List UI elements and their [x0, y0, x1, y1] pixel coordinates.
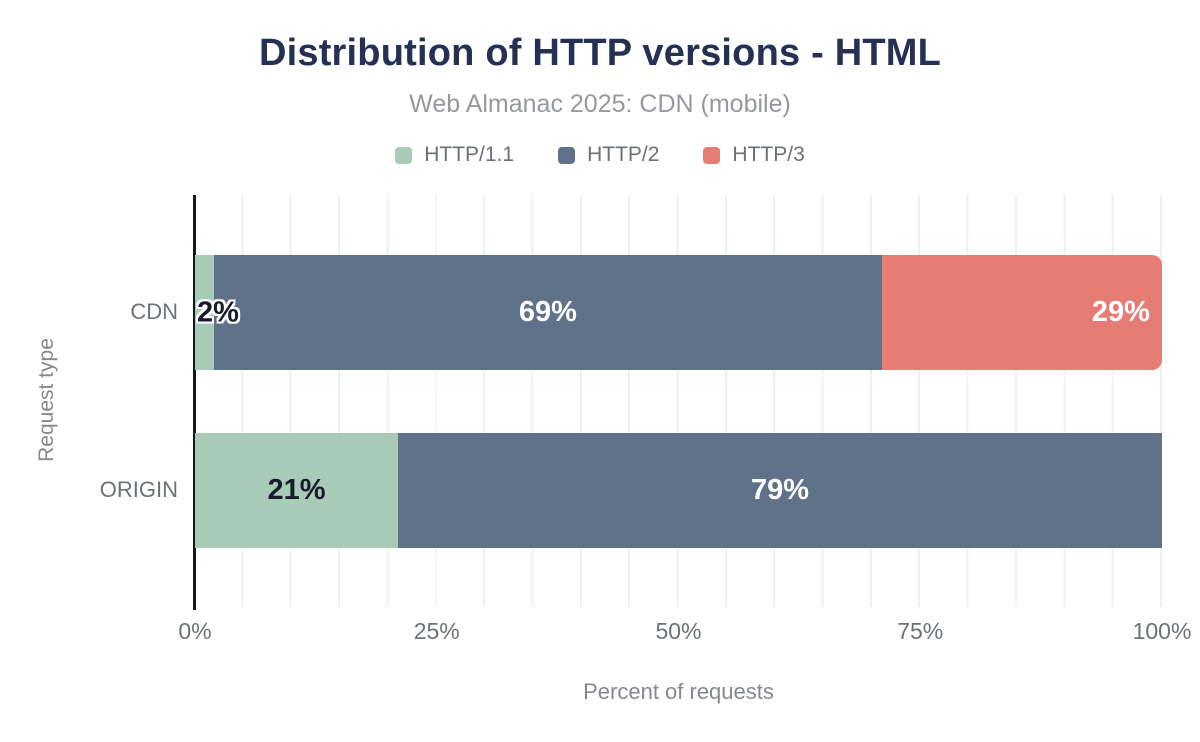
- legend-item-http-1.1[interactable]: HTTP/1.1: [395, 143, 514, 167]
- bar-value-label: 79%: [751, 474, 810, 506]
- bar-value-label: 21%: [267, 474, 326, 506]
- bar-value-label: 2%: [197, 296, 239, 328]
- legend: HTTP/1.1 HTTP/2 HTTP/3: [0, 141, 1200, 169]
- y-axis-category-labels: CDN ORIGIN: [0, 195, 178, 607]
- legend-label: HTTP/3: [732, 143, 805, 166]
- chart-title: Distribution of HTTP versions - HTML: [258, 32, 942, 74]
- bar-segment-cdn-http-1.1[interactable]: 2%: [195, 255, 239, 370]
- bar-cdn: 2% 69% 29%: [195, 255, 1162, 370]
- legend-item-http-2[interactable]: HTTP/2: [558, 143, 659, 167]
- bar-value-label: 29%: [1091, 296, 1150, 328]
- category-label-cdn: CDN: [130, 299, 178, 324]
- legend-label: HTTP/1.1: [424, 143, 515, 166]
- x-tick-label: 75%: [897, 618, 944, 644]
- x-tick-label: 50%: [655, 618, 702, 644]
- plot-area: 2% 69% 29% 21% 79%: [193, 195, 1162, 610]
- legend-swatch-icon: [558, 146, 576, 164]
- category-label-origin: ORIGIN: [99, 477, 178, 502]
- chart-subtitle: Web Almanac 2025: CDN (mobile): [409, 90, 791, 118]
- bar-segment-cdn-http-3[interactable]: 29%: [881, 255, 1162, 370]
- x-axis: 0% 25% 50% 75% 100%: [178, 618, 1191, 648]
- bar-origin: 21% 79%: [195, 433, 1162, 548]
- legend-label: HTTP/2: [587, 143, 660, 166]
- y-axis-line: [193, 195, 196, 610]
- legend-item-http-3[interactable]: HTTP/3: [703, 143, 805, 167]
- bar-segment-origin-http-1.1[interactable]: 21%: [195, 433, 399, 548]
- x-tick-label: 25%: [413, 618, 460, 644]
- bar-value-label: 69%: [518, 296, 577, 328]
- legend-swatch-icon: [703, 146, 721, 164]
- x-tick-label: 100%: [1132, 618, 1192, 644]
- bar-segment-cdn-http-2[interactable]: 69%: [214, 255, 882, 370]
- x-tick-label: 0%: [178, 618, 212, 644]
- x-axis-title: Percent of requests: [583, 679, 774, 704]
- bar-segment-origin-http-2[interactable]: 79%: [398, 433, 1162, 548]
- legend-swatch-icon: [395, 146, 413, 164]
